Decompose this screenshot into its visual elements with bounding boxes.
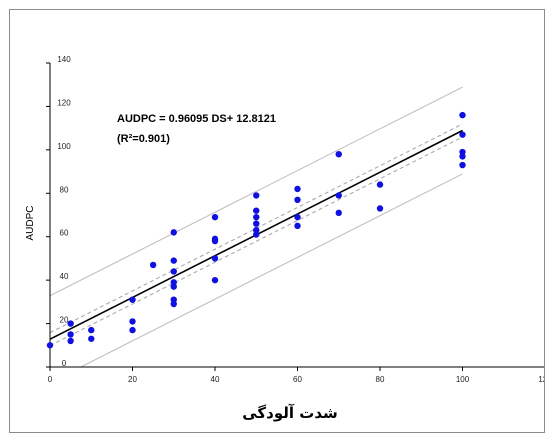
data-point (253, 207, 260, 214)
data-point (170, 229, 177, 236)
data-point (294, 222, 301, 230)
data-point (459, 131, 466, 138)
data-point (211, 276, 219, 284)
data-point (335, 151, 342, 158)
data-point (376, 205, 384, 212)
y-tick-label: 120 (57, 98, 71, 107)
data-point (88, 335, 95, 342)
data-point (88, 326, 95, 334)
y-tick-label: 100 (57, 142, 71, 151)
x-tick-label: 120 (538, 375, 544, 384)
data-point (253, 227, 260, 234)
data-point (211, 255, 219, 262)
data-point (253, 192, 260, 199)
data-point (129, 318, 136, 325)
y-tick-label: 0 (62, 359, 67, 368)
data-point (335, 192, 342, 199)
data-point (170, 257, 177, 264)
chart-frame: 0 20 40 60 80 100 120 140 0 20 40 60 80 100 120 AUDPC … (9, 9, 545, 433)
data-point (170, 268, 177, 275)
data-point (253, 213, 260, 221)
x-tick-label: 60 (293, 375, 302, 384)
data-point (294, 213, 301, 221)
x-tick-label: 100 (456, 375, 470, 384)
upper-prediction-band (49, 86, 463, 297)
data-point (459, 111, 466, 119)
data-point (67, 331, 74, 338)
data-point (294, 185, 301, 193)
lower-prediction-band (81, 173, 463, 368)
data-point (211, 213, 219, 221)
y-axis-title: AUDPC (25, 205, 36, 240)
data-point (459, 161, 466, 169)
tick-labels: 0 20 40 60 80 100 120 140 0 20 40 60 80 100 120 (48, 55, 544, 384)
regression-equation: AUDPC = 0.96095 DS+ 12.8121 (117, 113, 276, 125)
data-points (46, 111, 466, 349)
data-point (170, 279, 177, 286)
data-point (211, 235, 219, 243)
data-point (253, 220, 260, 227)
data-point (149, 261, 157, 269)
scatter-chart: 0 20 40 60 80 100 120 140 0 20 40 60 80 100 120 AUDPC … (25, 55, 544, 422)
data-point (67, 320, 74, 327)
data-point (294, 196, 301, 203)
x-tick-label: 20 (128, 375, 137, 384)
y-tick-label: 40 (60, 272, 69, 281)
lower-confidence-band (49, 136, 463, 347)
x-tick-label: 0 (48, 375, 53, 384)
y-tick-label: 60 (60, 229, 69, 238)
data-point (335, 209, 342, 217)
data-point (459, 148, 466, 156)
y-tick-label: 140 (57, 55, 71, 64)
axes (46, 62, 544, 371)
prediction-and-confidence-bands (49, 86, 463, 368)
data-point (67, 337, 74, 345)
y-tick-label: 20 (60, 316, 69, 325)
data-point (46, 342, 54, 349)
data-point (376, 181, 384, 188)
x-tick-label: 80 (376, 375, 385, 384)
x-tick-label: 40 (211, 375, 220, 384)
data-point (129, 296, 136, 303)
r-squared-label: (R²=0.901) (117, 133, 170, 145)
data-point (170, 296, 177, 303)
y-tick-label: 80 (60, 185, 69, 194)
data-point (129, 326, 136, 334)
x-axis-title: شدت آلودگی (242, 404, 338, 422)
